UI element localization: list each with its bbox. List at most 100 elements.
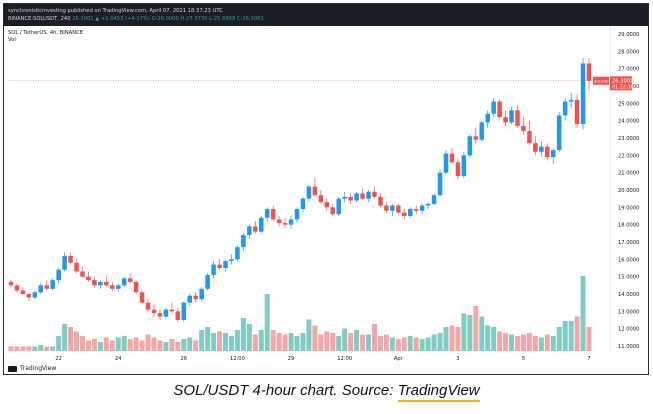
candle-body [294,209,300,220]
candle-body [479,122,485,140]
candle-body [473,136,479,140]
x-tick-label: Apr [394,356,404,362]
candle-body [372,191,377,197]
candle-body [121,278,127,286]
candle-body [545,146,550,158]
y-tick-label: 20.0000 [618,188,639,194]
caption-source[interactable]: TradingView [397,382,480,402]
candle-body [491,101,496,114]
volume-bar [371,324,377,351]
x-tick-label: 3 [456,356,459,362]
y-tick-label: 27.0000 [618,67,639,73]
y-tick-label: 13.0000 [618,309,639,315]
volume-bar [62,324,68,351]
candle-body [467,136,473,156]
y-tick-label: 17.0000 [618,240,639,246]
candle-body [163,309,169,317]
volume-bar [413,337,419,351]
volume-bar [467,315,473,351]
volume-bar [479,316,485,351]
candle-body [217,264,222,268]
y-tick-label: 21.0000 [618,171,639,177]
candle-body [527,131,532,144]
volume-bar [85,340,91,351]
y-tick-label: 28.0000 [618,49,639,55]
volume-bar [562,321,568,351]
volume-bar [199,330,205,351]
candle-body [306,186,312,199]
volume-bar [115,337,121,351]
candle-body [330,207,336,215]
candle-body [449,153,455,163]
candle-body [115,285,121,289]
volume-bar [74,331,80,351]
candle-body [68,255,73,263]
candle-body [151,309,157,314]
candle-body [139,292,145,303]
candle-body [199,288,204,300]
published-line: synchronisticinvesting published on Trad… [8,8,223,14]
candle-body [515,110,520,126]
candle-body [98,281,103,286]
candle-body [574,99,580,125]
candle-body [181,302,187,320]
candle-body [50,280,55,289]
candle-body [229,259,234,262]
caption-prefix: SOL/USDT 4-hour chart. Source: [173,382,398,399]
volume-bar [127,339,133,351]
ohlc-change: 26.3001 ▲ +1.0453 (+4.17%) [72,16,150,22]
volume-bar [139,340,145,351]
volume-bar [288,333,294,351]
candle-body [86,276,91,281]
candle-body [62,255,67,270]
volume-bar [425,337,431,351]
candle-body [533,143,538,152]
candle-body [378,196,383,206]
volume-bar [187,337,193,351]
candle-body [127,278,133,282]
candle-body [169,309,175,312]
volume-bar [91,339,97,351]
volume-bar [217,331,223,351]
volume-bar [169,339,175,351]
volume-bar [50,346,56,351]
x-tick-label: 12:00 [337,356,352,362]
volume-bar [407,336,413,351]
candle-body [348,196,353,201]
candle-body [235,247,240,260]
candle-body [223,261,228,268]
volume-bar [389,337,395,351]
candle-body [187,295,193,303]
legend-symbol: SOL / TetherUS, 4h, BINANCE [8,30,84,36]
candle-body [497,101,502,118]
x-tick-label: 24 [115,356,122,362]
candle-body [384,205,389,211]
volume-bar [318,334,324,351]
candle-body [104,281,109,286]
volume-bar [79,336,85,351]
volume-bar [520,334,526,351]
volume-bar [342,328,348,351]
tradingview-logo-icon [8,365,17,372]
volume-bar [109,340,115,351]
volume-bar [360,334,366,351]
volume-bar [38,345,44,351]
candle-body [56,269,61,281]
tradingview-logo-text: TradingView [20,365,57,372]
candle-body [20,290,26,294]
candle-body [485,113,490,123]
x-tick-label: 7 [587,356,590,362]
volume-bar [556,327,562,351]
candle-body [455,162,461,177]
volume-bar [580,276,586,351]
y-tick-label: 12.0000 [618,327,639,333]
candle-body [276,219,282,223]
candle-body [402,212,407,216]
y-tick-label: 25.0000 [618,101,639,107]
y-tick-label: 24.0000 [618,119,639,125]
candle-body [264,209,270,218]
volume-bar [366,334,372,351]
candle-body [336,198,341,215]
volume-bar [497,331,503,351]
volume-bar [211,333,217,351]
